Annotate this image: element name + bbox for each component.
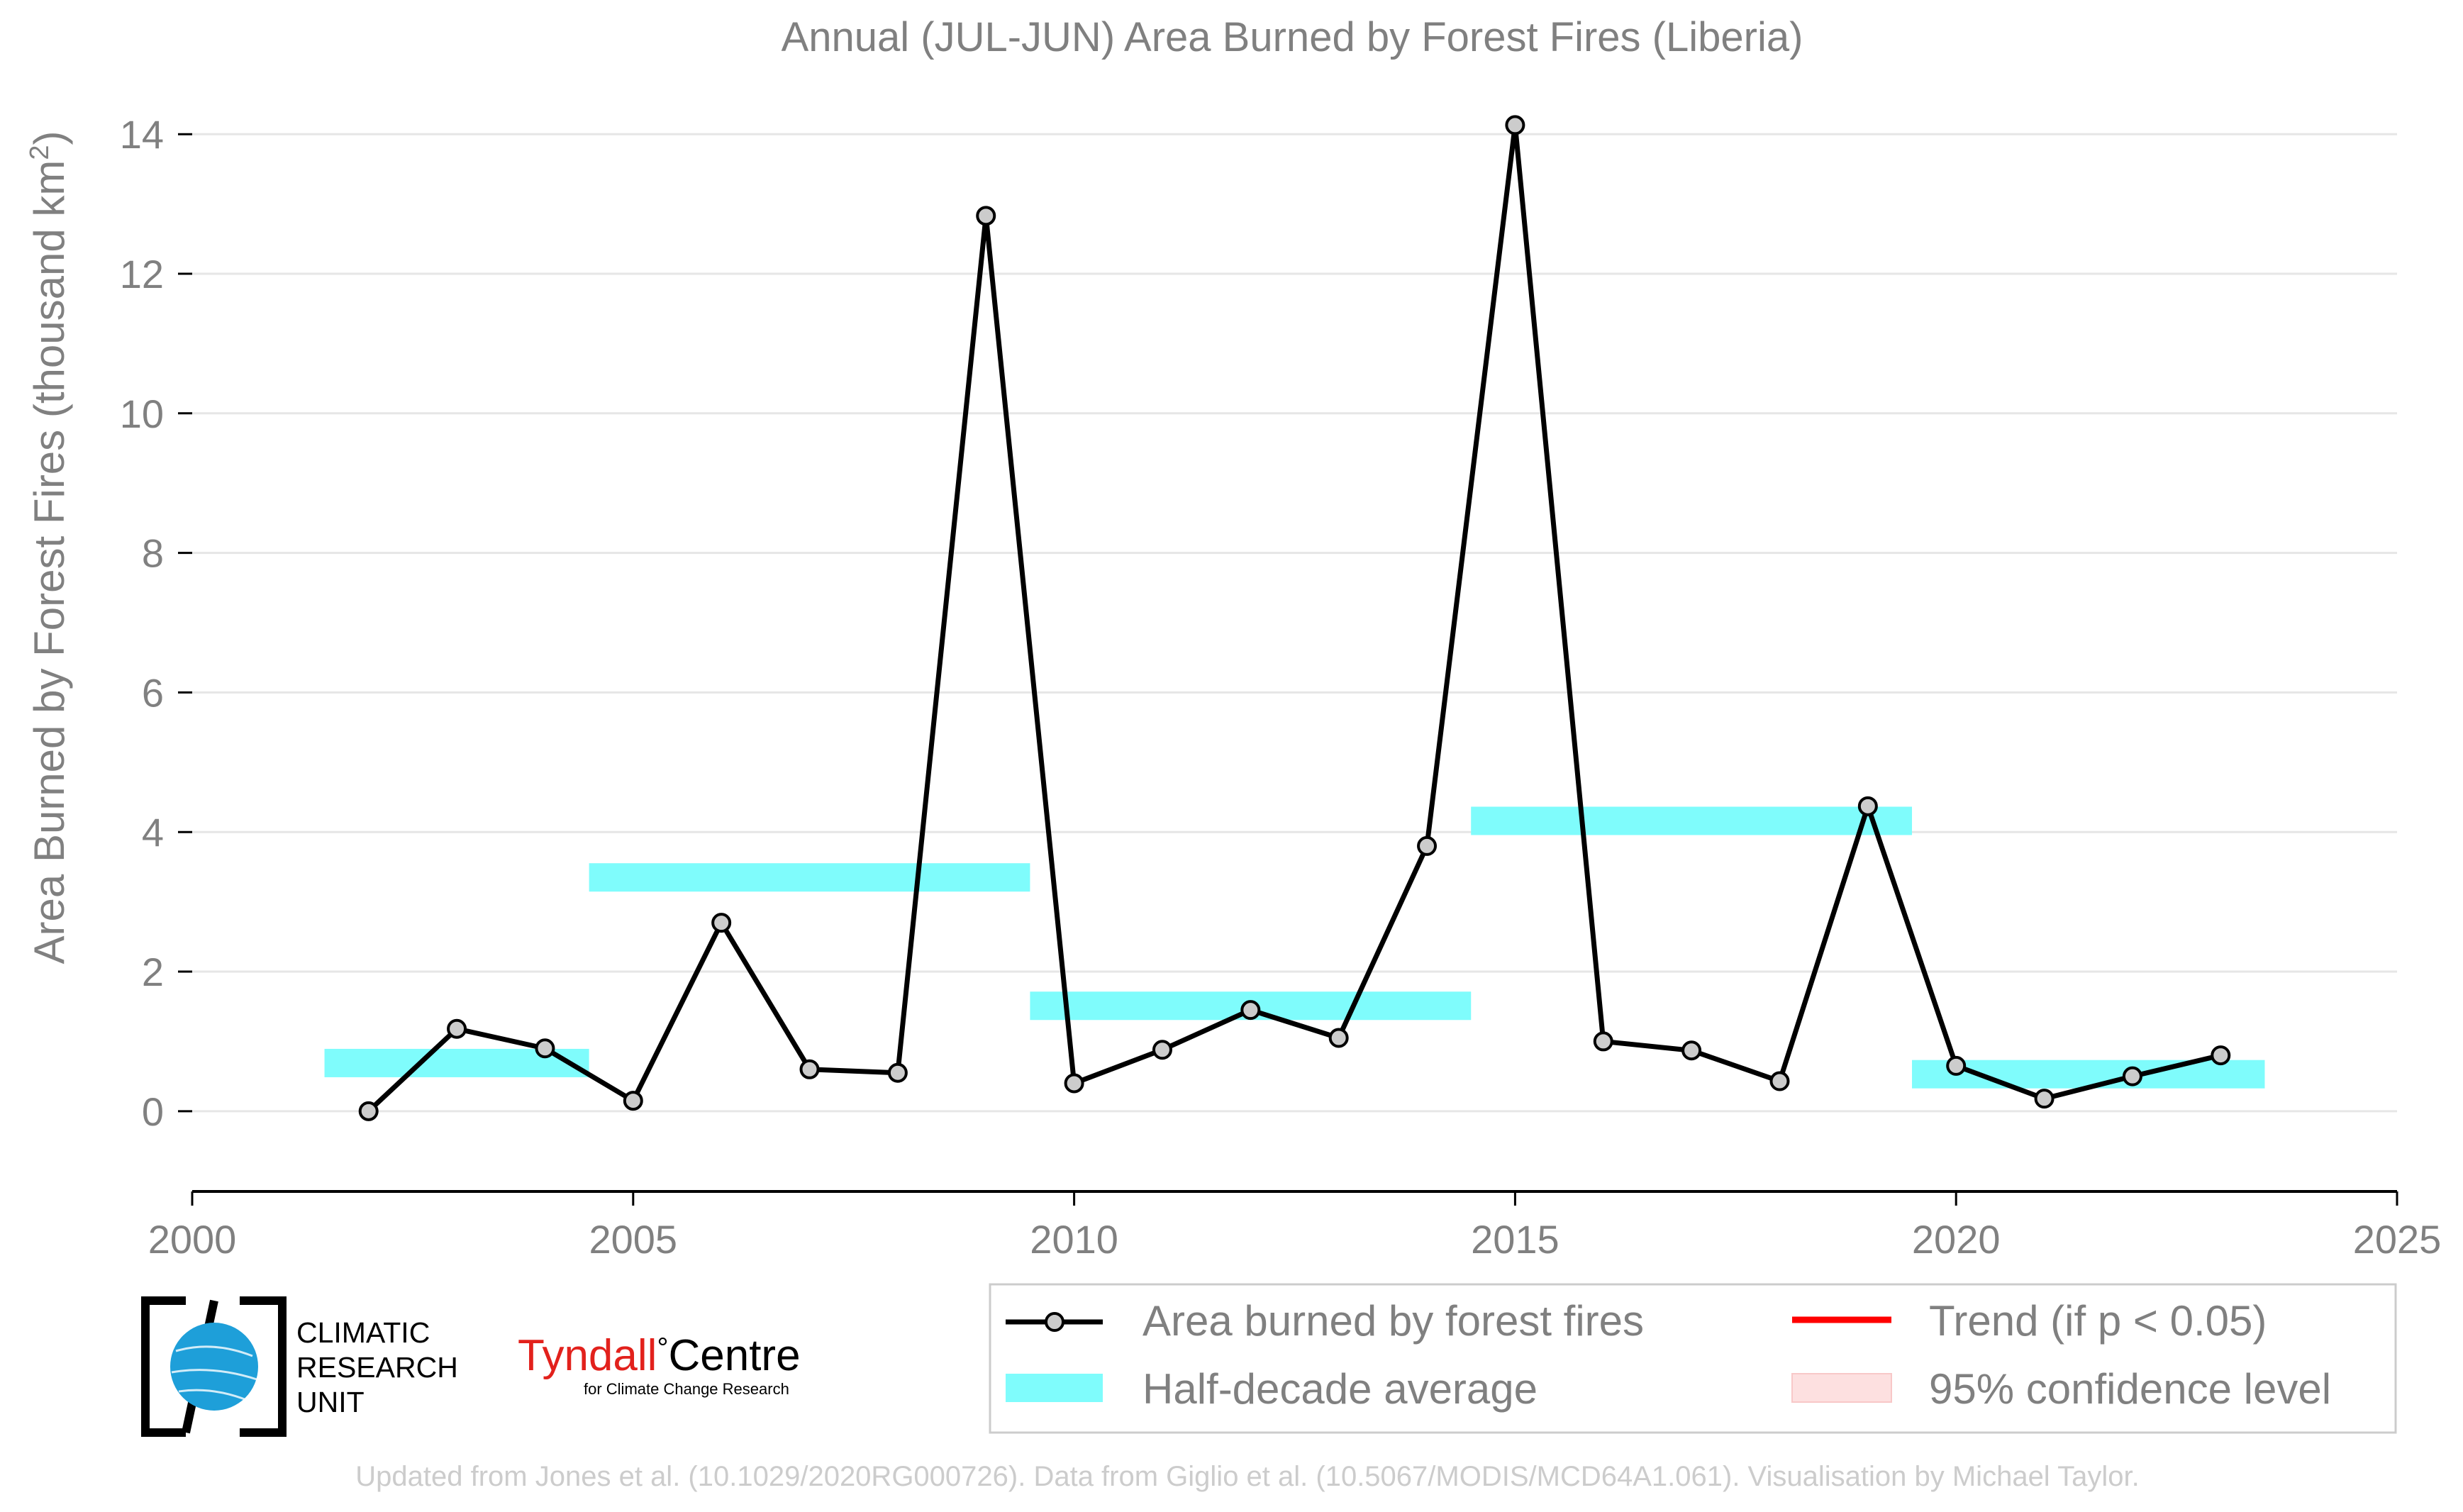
- data-point: [887, 1062, 908, 1083]
- cru-bracket-left: [141, 1296, 186, 1437]
- half-decade-average-bar: [1471, 806, 1913, 835]
- y-tick-label: 2: [142, 950, 164, 994]
- data-point: [535, 1038, 555, 1059]
- x-tick-label: 2000: [148, 1217, 237, 1262]
- y-tick-label: 12: [120, 252, 164, 296]
- legend-swatch-half-decade: [1006, 1374, 1103, 1402]
- y-axis-label-sup: 2: [25, 145, 55, 160]
- data-point: [2211, 1045, 2231, 1066]
- data-point: [2122, 1066, 2142, 1086]
- y-tick-label: 14: [120, 112, 164, 157]
- data-point: [1769, 1071, 1790, 1091]
- x-tick-label: 2020: [1912, 1217, 2001, 1262]
- data-point: [1946, 1055, 1967, 1076]
- data-point: [1328, 1028, 1349, 1048]
- y-axis-label-close: ): [26, 131, 73, 145]
- data-point: [358, 1101, 379, 1121]
- cru-bracket-right: [240, 1296, 287, 1437]
- area-burned-line: [367, 122, 2222, 1113]
- data-point: [1064, 1073, 1084, 1094]
- x-tick-label: 2010: [1030, 1217, 1118, 1262]
- legend-label-confidence: 95% confidence level: [1929, 1365, 2331, 1413]
- y-axis: 0 2 4 6 8 10 12 14: [120, 112, 192, 1134]
- data-point: [623, 1091, 643, 1111]
- half-decade-average-bands: [324, 806, 2265, 1089]
- data-point: [1505, 115, 1525, 135]
- half-decade-average-bar: [1912, 1060, 2265, 1089]
- y-tick-label: 8: [142, 531, 164, 576]
- x-tick-label: 2025: [2353, 1217, 2442, 1262]
- tyndall-centre: Centre: [668, 1331, 800, 1380]
- tyndall-title: Tyndall°Centre: [518, 1331, 801, 1380]
- y-tick-label: 6: [142, 670, 164, 715]
- y-axis-label-main: Area Burned by Forest Fires (thousand km: [26, 160, 73, 965]
- data-point: [2034, 1089, 2055, 1109]
- legend-box: [989, 1283, 2397, 1434]
- legend-label-half-decade: Half-decade average: [1142, 1365, 1538, 1413]
- legend-label-trend: Trend (if p < 0.05): [1929, 1297, 2267, 1345]
- y-tick-label: 10: [120, 391, 164, 436]
- cru-line-2: RESEARCH: [296, 1351, 458, 1384]
- data-point: [1417, 835, 1438, 856]
- cru-logo: CLIMATIC RESEARCH UNIT: [141, 1296, 458, 1437]
- y-tick-label: 4: [142, 810, 164, 855]
- tyndall-subtitle: for Climate Change Research: [584, 1380, 789, 1398]
- area-burned-series: [358, 115, 2231, 1121]
- credits-footer: Updated from Jones et al. (10.1029/2020R…: [355, 1461, 2139, 1492]
- cru-globe-lines: [171, 1345, 257, 1402]
- data-point: [1240, 1000, 1261, 1021]
- tyndall-logo: Tyndall°Centre for Climate Change Resear…: [518, 1331, 801, 1398]
- data-point: [1681, 1040, 1702, 1061]
- data-point: [1857, 796, 1878, 816]
- data-point: [1593, 1031, 1613, 1052]
- legend-label-area-burned: Area burned by forest fires: [1142, 1297, 1644, 1345]
- tyndall-degree: °: [657, 1333, 668, 1364]
- legend: Area burned by forest fires Trend (if p …: [989, 1283, 2397, 1434]
- data-point: [1152, 1040, 1172, 1060]
- x-tick-label: 2005: [589, 1217, 678, 1262]
- half-decade-average-bar: [589, 863, 1030, 892]
- cru-line-3: UNIT: [296, 1386, 365, 1418]
- legend-swatch-confidence: [1791, 1373, 1892, 1403]
- cru-line-1: CLIMATIC: [296, 1316, 430, 1349]
- chart-title: Annual (JUL-JUN) Area Burned by Forest F…: [782, 14, 1803, 60]
- x-axis: 2000 2005 2010 2015 2020 2025: [148, 1190, 2442, 1262]
- data-point: [447, 1018, 467, 1039]
- x-tick-label: 2015: [1471, 1217, 1559, 1262]
- y-tick-label: 0: [142, 1089, 164, 1134]
- legend-swatch-area-burned-marker: [1045, 1312, 1064, 1332]
- data-point: [711, 913, 732, 933]
- y-axis-label: Area Burned by Forest Fires (thousand km…: [25, 131, 73, 965]
- data-point: [976, 206, 996, 226]
- tyndall-main: Tyndall: [518, 1331, 657, 1380]
- data-point: [799, 1059, 820, 1079]
- grid-lines: [192, 133, 2397, 1113]
- cru-globe-icon: [170, 1323, 258, 1411]
